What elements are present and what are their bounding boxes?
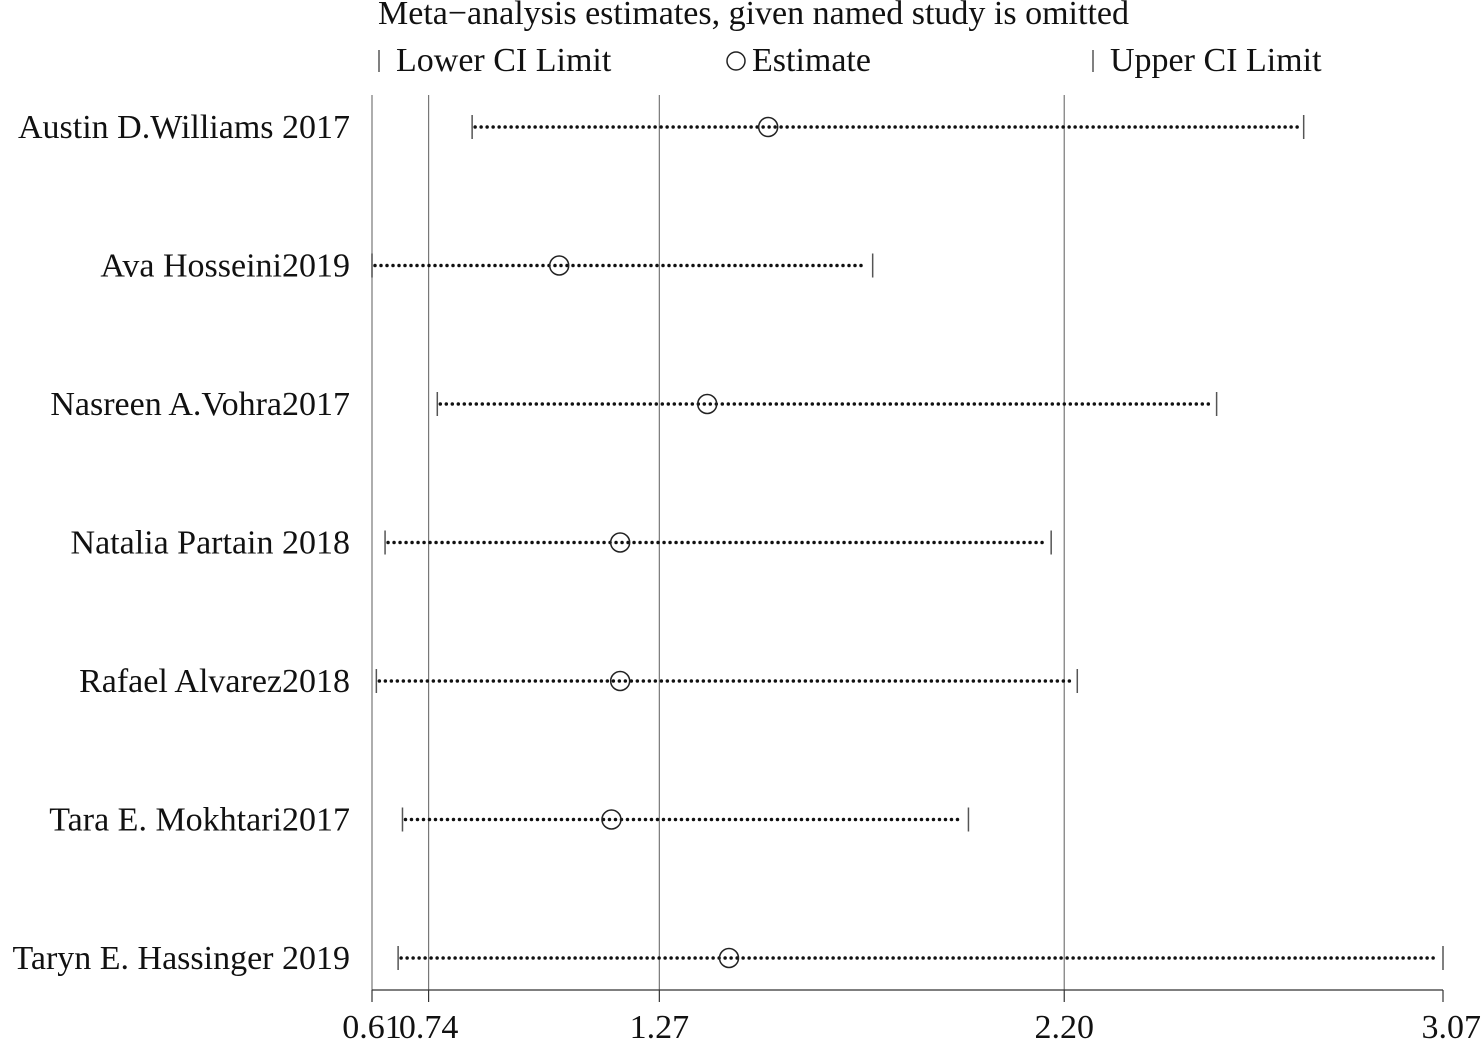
estimate-marker — [609, 532, 631, 553]
estimate-marker — [601, 809, 622, 830]
study-label: Ava Hosseini2019 — [100, 248, 350, 285]
study-row: Natalia Partain 2018 — [71, 525, 1052, 562]
study-row: Ava Hosseini2019 — [100, 248, 874, 285]
estimate-marker — [609, 670, 631, 692]
study-row: Austin D.Williams 2017 — [18, 109, 1305, 146]
x-tick-label: 0.61 — [342, 1009, 402, 1041]
legend-upper-label: Upper CI Limit — [1110, 42, 1322, 79]
chart-title: Meta−analysis estimates, given named stu… — [378, 0, 1129, 32]
x-tick-label: 2.20 — [1034, 1009, 1094, 1041]
estimate-marker — [548, 255, 570, 276]
x-tick-label: 3.07 — [1422, 1009, 1482, 1041]
study-row: Taryn E. Hassinger 2019 — [12, 940, 1444, 977]
study-rows: Austin D.Williams 2017 Ava Hosseini2019 Na… — [12, 109, 1444, 977]
x-axis: 0.610.74 1.27 2.20 3.07 — [342, 989, 1482, 1041]
estimate-marker — [696, 393, 718, 415]
study-row: Tara E. Mokhtari2017 — [49, 802, 970, 839]
legend: Lower CI Limit Estimate Upper CI Limit — [378, 42, 1322, 79]
study-label: Taryn E. Hassinger 2019 — [12, 940, 350, 977]
study-label: Austin D.Williams 2017 — [18, 109, 350, 146]
x-tick-label: 0.74 — [399, 1009, 459, 1041]
estimate-marker — [757, 116, 779, 138]
study-label: Rafael Alvarez2018 — [79, 663, 350, 700]
x-tick-label: 1.27 — [630, 1009, 690, 1041]
legend-estimate-label: Estimate — [752, 42, 871, 79]
estimate-marker — [718, 947, 740, 969]
study-label: Tara E. Mokhtari2017 — [49, 802, 350, 839]
study-row: Rafael Alvarez2018 — [79, 663, 1079, 700]
legend-estimate-marker — [726, 51, 746, 71]
study-row: Nasreen A.Vohra2017 — [50, 386, 1218, 423]
study-label: Natalia Partain 2018 — [71, 525, 350, 562]
legend-lower-label: Lower CI Limit — [396, 42, 612, 79]
study-label: Nasreen A.Vohra2017 — [50, 386, 350, 423]
